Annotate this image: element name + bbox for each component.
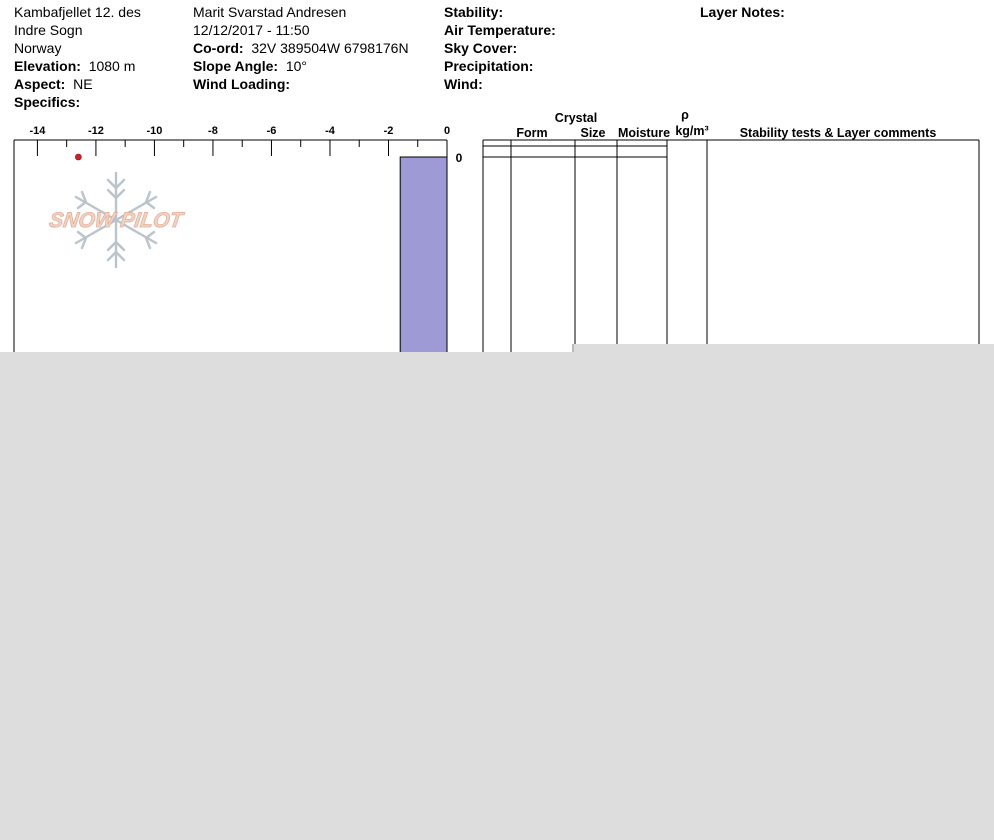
location-line2: Indre Sogn — [14, 22, 83, 38]
wind-loading-row: Wind Loading: — [193, 75, 409, 93]
stability-label: Stability: — [444, 4, 504, 20]
x-tick-label: -12 — [88, 125, 104, 137]
temperature-points — [75, 153, 82, 161]
size-header: Size — [580, 126, 606, 140]
site-info: Kambafjellet 12. des Indre Sogn Norway E… — [14, 3, 141, 111]
observation-datetime: 12/12/2017 - 11:50 — [193, 22, 310, 38]
temperature-point — [75, 153, 82, 161]
blank-viewport-area-upper — [573, 344, 994, 352]
specifics-label: Specifics: — [14, 94, 81, 110]
elevation-row: Elevation: 1080 m — [14, 57, 141, 75]
rho-header: ρ — [681, 108, 689, 122]
x-tick-label: -2 — [384, 125, 394, 137]
density-unit-header: kg/m³ — [675, 124, 709, 138]
blank-viewport-area — [0, 352, 994, 840]
depth-tick-label: 0 — [456, 151, 463, 165]
slope-row: Slope Angle: 10° — [193, 57, 409, 75]
watermark-text: SNOW PILOT — [48, 209, 186, 232]
precipitation-label: Precipitation: — [444, 58, 534, 74]
x-tick-label: -14 — [29, 125, 46, 137]
coord-value: 32V 389504W 6798176N — [251, 40, 409, 56]
conditions-info: Stability: Air Temperature: Sky Cover: P… — [444, 3, 556, 93]
observer-name: Marit Svarstad Andresen — [193, 4, 347, 20]
overlay-edge — [572, 344, 574, 352]
sky-cover-label: Sky Cover: — [444, 40, 518, 56]
hardness-bars — [399, 156, 448, 370]
wind-loading-label: Wind Loading: — [193, 76, 291, 92]
coord-label: Co-ord: — [193, 40, 244, 56]
slope-label: Slope Angle: — [193, 58, 279, 74]
depth-axis: 0 — [456, 151, 463, 165]
x-tick-label: -4 — [325, 125, 336, 137]
x-tick-label: 0 — [444, 125, 450, 137]
aspect-label: Aspect: — [14, 76, 66, 92]
aspect-value: NE — [73, 76, 93, 92]
layer-notes-label: Layer Notes: — [700, 4, 785, 20]
coord-row: Co-ord: 32V 389504W 6798176N — [193, 39, 409, 57]
aspect-row: Aspect: NE — [14, 75, 141, 93]
x-tick-label: -10 — [146, 125, 162, 137]
slope-value: 10° — [285, 58, 307, 74]
x-tick-label: -6 — [267, 125, 277, 137]
profile-frame — [13, 140, 448, 370]
observer-info: Marit Svarstad Andresen 12/12/2017 - 11:… — [193, 3, 409, 93]
air-temperature-label: Air Temperature: — [444, 22, 556, 38]
layer-table-grid — [482, 139, 980, 370]
elevation-label: Elevation: — [14, 58, 81, 74]
country: Norway — [14, 40, 62, 56]
x-tick-label: -8 — [208, 125, 218, 137]
snow-profile-chart: -14 -12 -10 -8 -6 -4 -2 0 0 SNOW PILOT — [13, 125, 980, 370]
snow-pilot-logo: SNOW PILOT — [47, 171, 187, 269]
elevation-value: 1080 m — [88, 58, 136, 74]
wind-label: Wind: — [444, 76, 483, 92]
location-line1: Kambafjellet 12. des — [14, 4, 141, 20]
crystal-header: Crystal — [554, 111, 598, 125]
snowflake-icon — [74, 171, 158, 269]
moisture-header: Moisture — [617, 126, 671, 140]
form-header: Form — [516, 126, 548, 140]
specifics-row: Specifics: — [14, 93, 141, 111]
comments-header: Stability tests & Layer comments — [739, 126, 937, 140]
hardness-bar — [399, 156, 448, 370]
layer-notes: Layer Notes: — [700, 3, 785, 21]
temperature-axis: -14 -12 -10 -8 -6 -4 -2 0 — [14, 125, 450, 156]
